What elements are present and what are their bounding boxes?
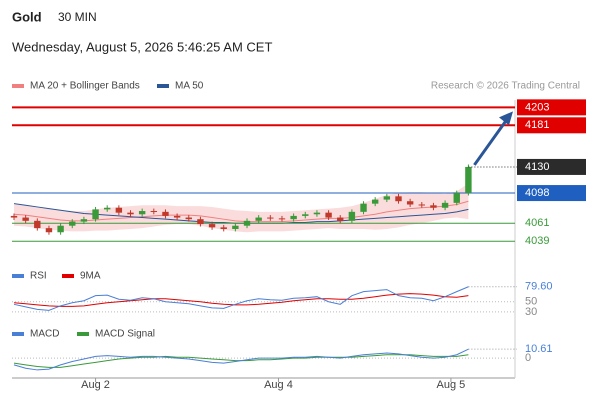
interval: 30 MIN bbox=[58, 10, 97, 24]
candle-body bbox=[162, 211, 169, 216]
candle-body bbox=[243, 220, 251, 226]
legend-label: 9MA bbox=[80, 271, 101, 282]
level-box bbox=[517, 185, 586, 202]
last-price-box bbox=[517, 158, 586, 175]
legend-label: MACD bbox=[30, 329, 59, 340]
candle-body bbox=[395, 196, 402, 202]
source: Research © 2026 Trading Central bbox=[431, 81, 580, 92]
candle-body bbox=[348, 211, 356, 221]
candle-body bbox=[45, 228, 53, 233]
legend-swatch bbox=[12, 332, 24, 336]
bollinger-band bbox=[14, 183, 469, 233]
candle-body bbox=[313, 212, 321, 215]
candle-body bbox=[406, 201, 414, 205]
candle-body bbox=[371, 199, 379, 204]
legend-swatch bbox=[62, 274, 74, 278]
legend-label: RSI bbox=[30, 271, 47, 282]
legend-label: MACD Signal bbox=[95, 329, 155, 340]
legend-swatch bbox=[157, 84, 169, 88]
candle-body bbox=[185, 217, 192, 220]
candle-body bbox=[197, 219, 204, 225]
level-label: 4039 bbox=[525, 235, 549, 247]
candle-body bbox=[441, 202, 449, 208]
legend-label: MA 20 + Bollinger Bands bbox=[30, 81, 140, 92]
level-box bbox=[517, 117, 586, 134]
candle-body bbox=[34, 220, 41, 229]
candle-body bbox=[69, 221, 76, 226]
candle-body bbox=[255, 217, 262, 221]
level-label: 4203 bbox=[525, 101, 549, 113]
y-tick-label: 50 bbox=[525, 296, 537, 308]
candle-body bbox=[138, 211, 146, 215]
candle-body bbox=[57, 225, 64, 233]
candle-body bbox=[337, 217, 344, 221]
level-box bbox=[517, 99, 586, 116]
candle-body bbox=[383, 196, 391, 200]
candle-body bbox=[10, 215, 18, 218]
candle-body bbox=[115, 207, 123, 213]
candle-body bbox=[453, 193, 460, 203]
indicator-line bbox=[13, 348, 469, 371]
legend-swatch bbox=[12, 84, 24, 88]
timestamp: Wednesday, August 5, 2026 5:46:25 AM CET bbox=[12, 39, 272, 54]
candle-body bbox=[267, 217, 274, 219]
target-arrow bbox=[473, 118, 509, 166]
x-tick-label: Aug 5 bbox=[437, 379, 466, 391]
current-value-label: 10.61 bbox=[525, 343, 553, 355]
candle-body bbox=[173, 215, 181, 218]
candle-body bbox=[150, 211, 158, 213]
legend-swatch bbox=[12, 274, 24, 278]
candle-body bbox=[208, 224, 216, 228]
candle-body bbox=[430, 205, 437, 208]
instrument: Gold bbox=[12, 9, 42, 24]
x-tick-label: Aug 2 bbox=[81, 379, 110, 391]
candle-body bbox=[127, 212, 134, 215]
candle-body bbox=[232, 225, 239, 229]
candle-body bbox=[302, 214, 309, 216]
candle-body bbox=[80, 219, 88, 222]
candle-body bbox=[104, 207, 111, 210]
candle-body bbox=[278, 218, 286, 220]
candle-body bbox=[325, 212, 332, 218]
level-label: 4061 bbox=[525, 217, 549, 229]
y-tick-label: 0 bbox=[525, 352, 531, 364]
level-label: 4181 bbox=[525, 119, 549, 131]
target-arrow-head bbox=[499, 111, 513, 126]
level-label: 4098 bbox=[525, 187, 549, 199]
legend-label: MA 50 bbox=[175, 81, 204, 92]
candle-body bbox=[290, 215, 297, 220]
indicator-line bbox=[13, 293, 469, 307]
legend-swatch bbox=[77, 332, 89, 336]
candle-body bbox=[22, 217, 29, 221]
indicator-line bbox=[13, 286, 469, 311]
ma20-line bbox=[13, 200, 469, 223]
candle-body bbox=[465, 166, 472, 194]
candle-body bbox=[360, 203, 367, 212]
x-tick-label: Aug 4 bbox=[264, 379, 293, 391]
current-value-label: 79.60 bbox=[525, 281, 553, 293]
y-tick-label: 30 bbox=[525, 306, 537, 318]
candle-body bbox=[92, 209, 99, 220]
last-price-label: 4130 bbox=[525, 161, 549, 173]
candle-body bbox=[418, 204, 425, 206]
candle-body bbox=[220, 227, 227, 229]
